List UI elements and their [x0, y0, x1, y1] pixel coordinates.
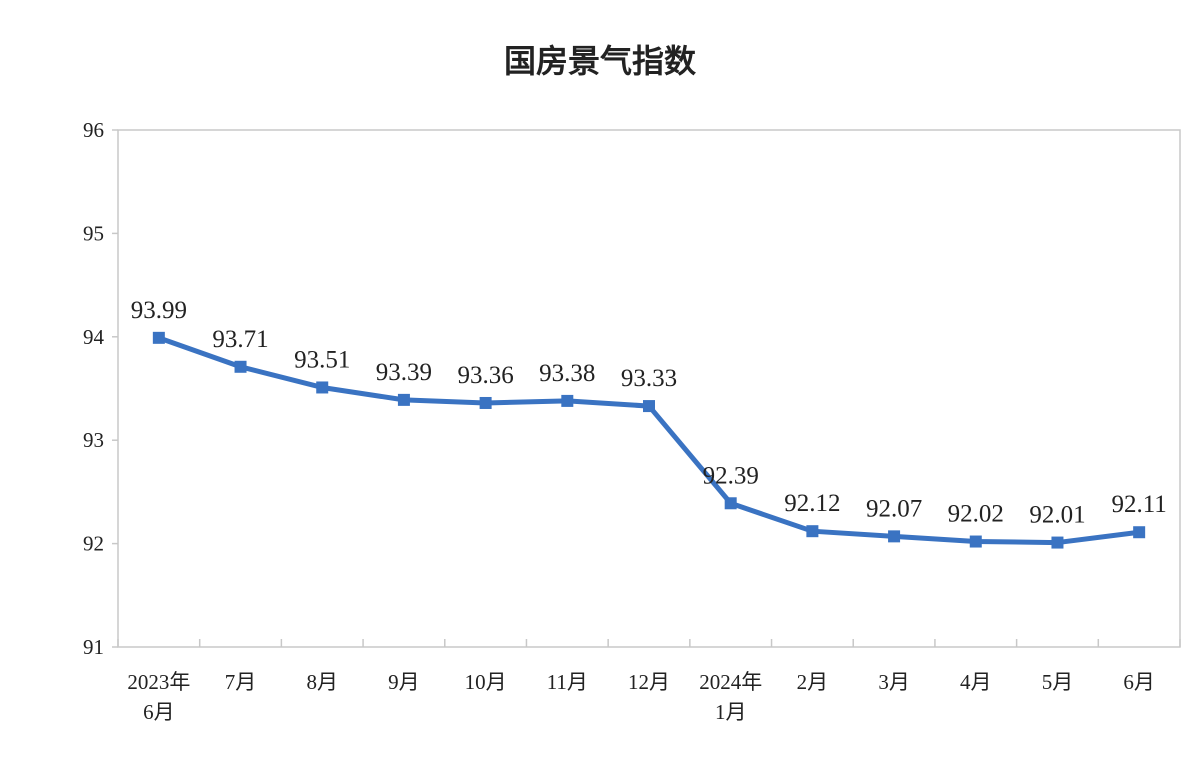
- x-tick-label: 5月: [1042, 670, 1074, 694]
- x-tick-label: 12月: [628, 670, 670, 694]
- x-tick-label: 7月: [225, 670, 257, 694]
- x-tick-label: 2024年: [699, 670, 762, 694]
- data-point-marker: [643, 400, 655, 413]
- y-tick-label: 94: [83, 325, 105, 349]
- data-point-marker: [1051, 536, 1064, 549]
- data-label: 92.12: [784, 490, 840, 517]
- data-label: 92.11: [1111, 491, 1166, 518]
- y-tick-label: 93: [83, 428, 104, 452]
- y-tick-label: 96: [83, 118, 104, 142]
- x-tick-label: 4月: [960, 670, 992, 694]
- data-point-marker: [724, 497, 737, 510]
- data-point-marker: [561, 394, 574, 407]
- data-point-marker: [888, 530, 901, 543]
- plot-area-border: [117, 129, 1181, 648]
- data-label: 93.33: [621, 365, 677, 392]
- data-point-marker: [806, 525, 819, 538]
- y-tick-label: 92: [83, 532, 104, 556]
- data-point-marker: [479, 396, 492, 409]
- data-point-marker: [316, 381, 329, 394]
- data-point-marker: [152, 331, 165, 344]
- data-label: 92.39: [703, 462, 759, 489]
- x-tick-label: 2月: [797, 670, 829, 694]
- x-tick-label: 6月: [143, 700, 175, 724]
- x-tick-label: 6月: [1123, 670, 1155, 694]
- data-label: 92.01: [1029, 502, 1085, 529]
- data-label: 93.51: [294, 346, 350, 373]
- y-tick-label: 91: [83, 635, 104, 659]
- data-label: 92.02: [948, 501, 1004, 528]
- data-point-marker: [234, 360, 247, 373]
- x-tick-label: 10月: [465, 670, 507, 694]
- data-label: 93.99: [131, 297, 187, 324]
- data-label: 93.38: [539, 360, 595, 387]
- data-label: 93.71: [212, 326, 268, 353]
- data-point-marker: [969, 535, 982, 548]
- x-tick-label: 2023年: [127, 670, 190, 694]
- x-tick-label: 8月: [306, 670, 338, 694]
- x-tick-label: 11月: [547, 670, 588, 694]
- data-point-marker: [397, 393, 410, 406]
- y-tick-label: 95: [83, 221, 104, 245]
- data-label: 93.39: [376, 359, 432, 386]
- x-tick-label: 9月: [388, 670, 420, 694]
- x-tick-label: 3月: [878, 670, 910, 694]
- data-label: 92.07: [866, 495, 922, 522]
- data-point-marker: [1133, 526, 1146, 539]
- chart-title: 国房景气指数: [503, 42, 696, 80]
- data-label: 93.36: [457, 362, 513, 389]
- x-tick-label: 1月: [715, 700, 747, 724]
